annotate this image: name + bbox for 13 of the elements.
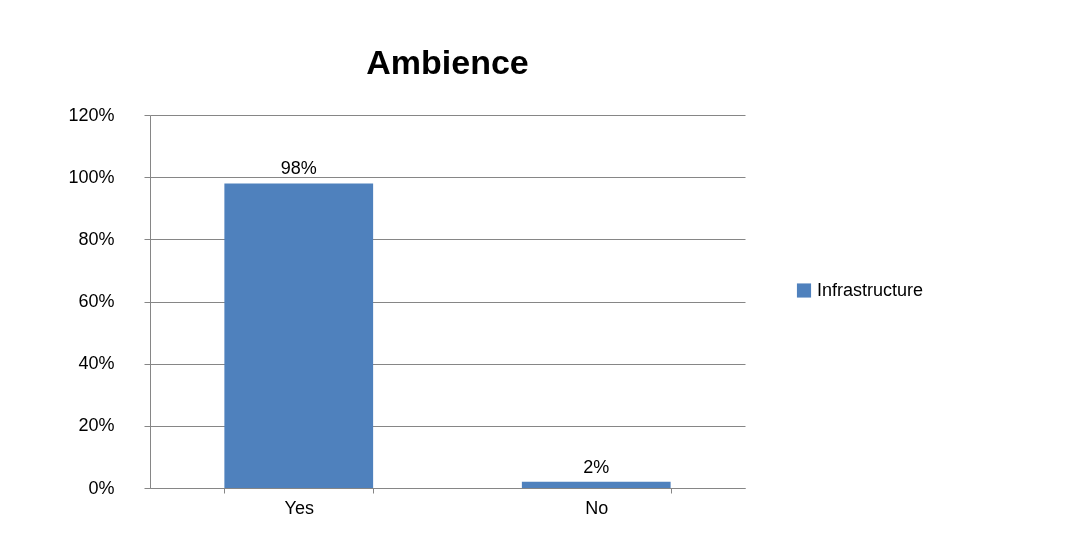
y-tick-label: 60% xyxy=(78,291,115,311)
y-tick-label: 40% xyxy=(78,353,115,374)
y-tick-label: 0% xyxy=(88,477,115,498)
chart-title: Ambience xyxy=(366,43,529,81)
y-tick-label: 120% xyxy=(68,104,115,125)
data-label: 98% xyxy=(280,158,317,179)
legend-label: Infrastructure xyxy=(817,279,924,300)
y-tick-label: 20% xyxy=(78,415,115,436)
y-tick-label: 80% xyxy=(78,228,115,249)
y-tick-label: 100% xyxy=(68,166,115,187)
data-label: 2% xyxy=(583,456,610,477)
x-tick-label: Yes xyxy=(284,497,314,518)
x-tick-label: No xyxy=(585,497,609,518)
